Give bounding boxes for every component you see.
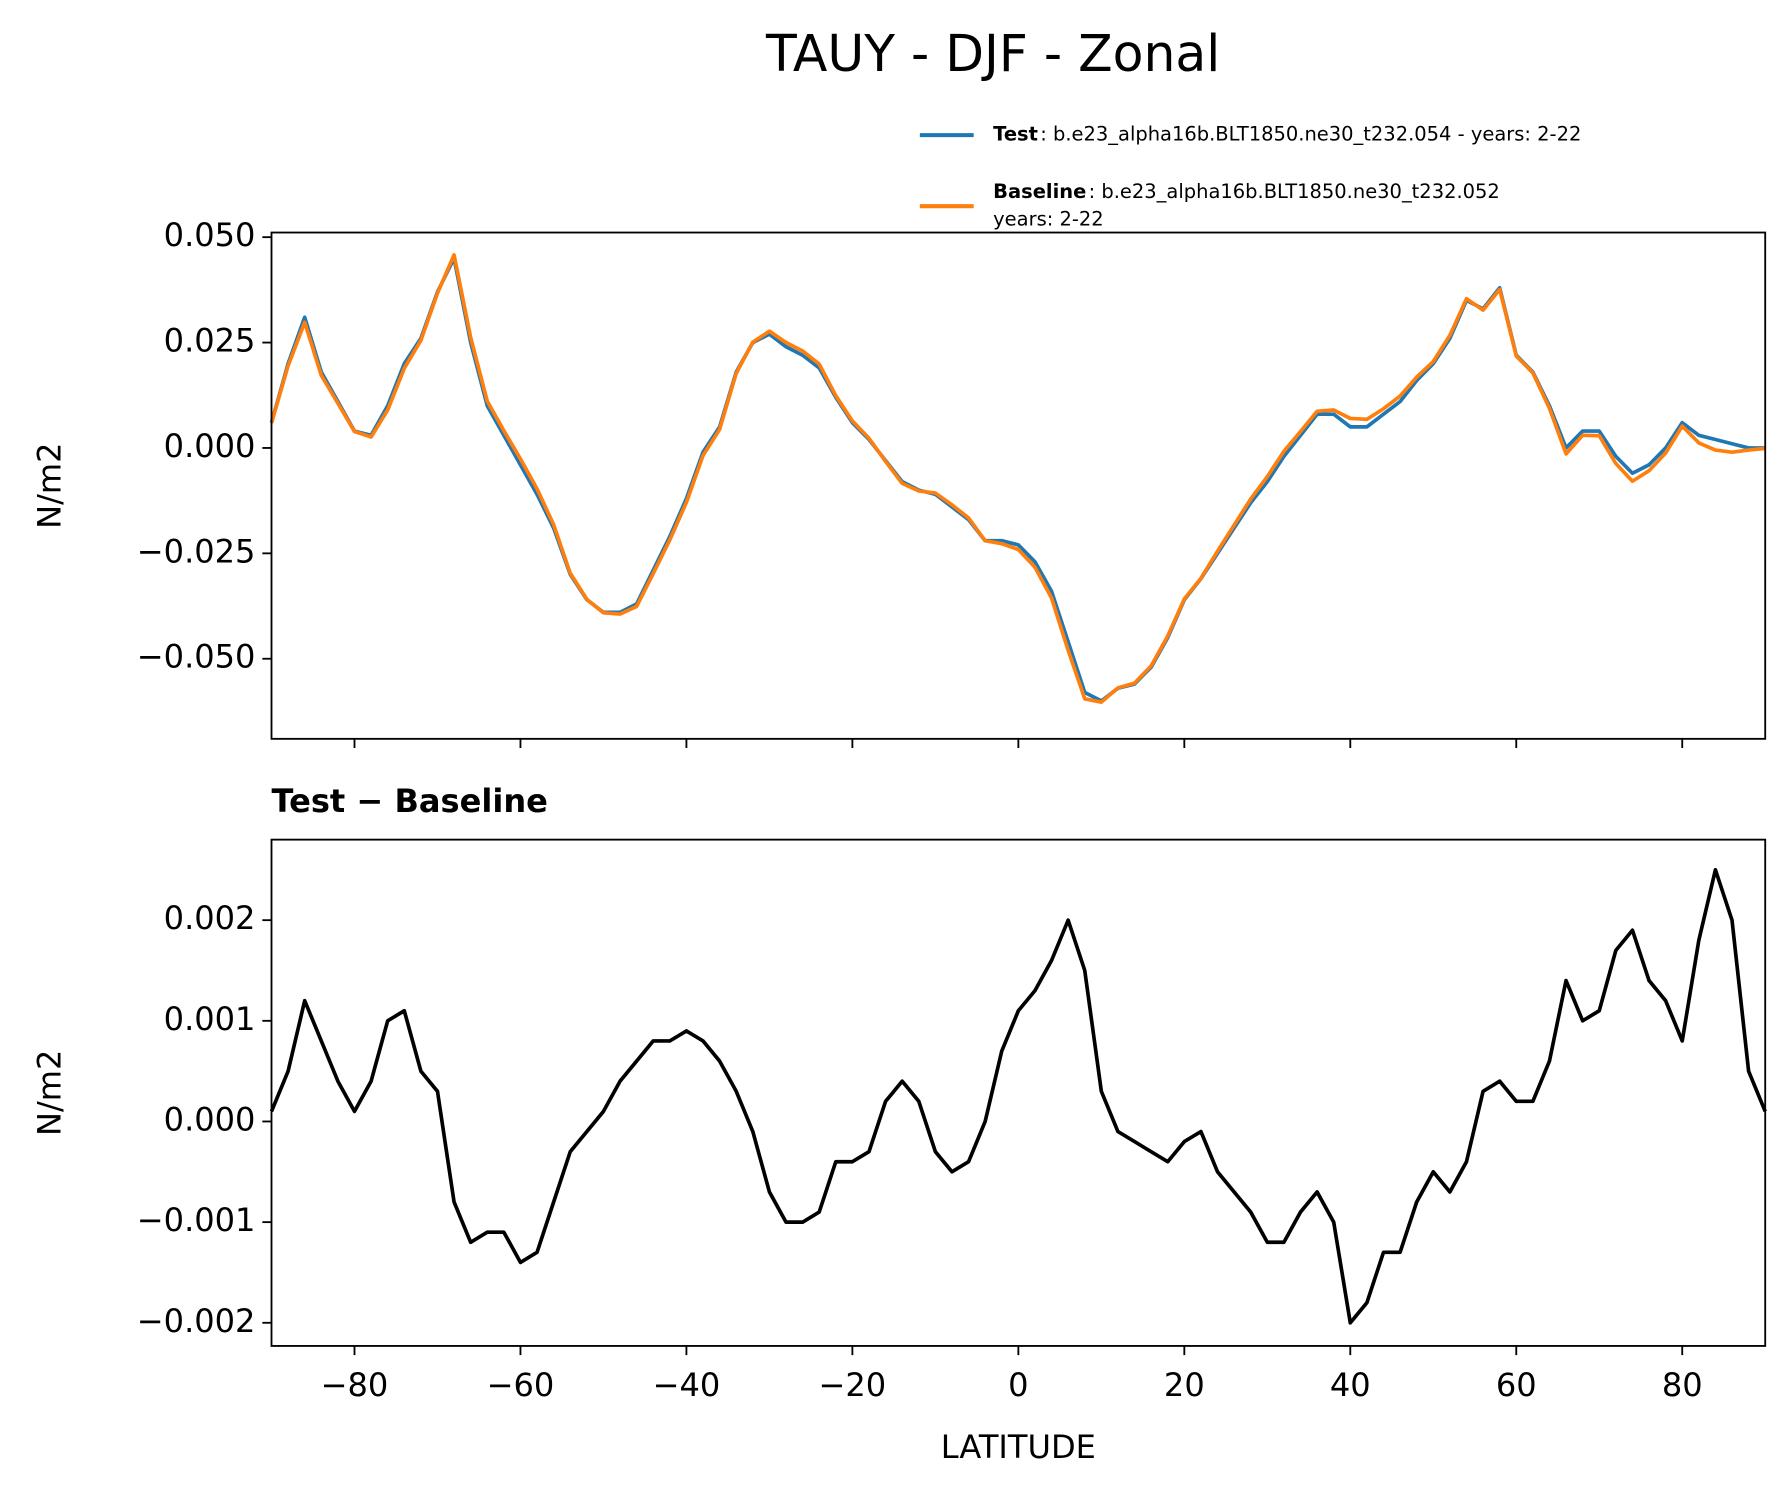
x-tick-label: 20: [1164, 1366, 1205, 1404]
legend-label: Test: [993, 123, 1038, 146]
legend-description: : b.e23_alpha16b.BLT1850.ne30_t232.054 -…: [1040, 123, 1581, 146]
y-tick-label: 0.001: [164, 1000, 256, 1038]
x-tick-label: −60: [487, 1366, 555, 1404]
y-axis-label: N/m2: [31, 442, 69, 528]
x-tick-label: −80: [321, 1366, 389, 1404]
x-tick-label: 40: [1330, 1366, 1371, 1404]
x-tick-label: 0: [1008, 1366, 1028, 1404]
y-tick-label: 0.002: [164, 899, 256, 937]
y-tick-label: −0.050: [137, 638, 256, 676]
y-tick-label: 0.050: [164, 216, 256, 254]
y-tick-label: 0.025: [164, 322, 256, 360]
y-tick-label: −0.025: [137, 532, 256, 570]
axes-frame: [270, 231, 1767, 740]
chart-title: TAUY - DJF - Zonal: [765, 24, 1220, 83]
data-line: [269, 868, 1767, 1325]
x-tick-label: 60: [1496, 1366, 1537, 1404]
subplot-title: Test − Baseline: [272, 782, 548, 820]
y-tick-label: 0.000: [164, 427, 256, 465]
x-tick-label: 80: [1662, 1366, 1703, 1404]
x-axis-label: LATITUDE: [941, 1428, 1096, 1466]
data-line: [269, 253, 1766, 704]
x-tick-label: −20: [819, 1366, 887, 1404]
legend-description: years: 2-22: [993, 207, 1104, 230]
y-axis-label: N/m2: [31, 1050, 69, 1136]
y-tick-label: −0.001: [137, 1201, 256, 1239]
y-tick-label: −0.002: [137, 1302, 256, 1340]
axes-frame: [270, 838, 1767, 1347]
legend-label: Baseline: [993, 180, 1086, 203]
data-line: [269, 256, 1766, 703]
y-tick-label: 0.000: [164, 1100, 256, 1138]
x-tick-label: −40: [653, 1366, 721, 1404]
legend-description: : b.e23_alpha16b.BLT1850.ne30_t232.052: [1089, 180, 1500, 203]
